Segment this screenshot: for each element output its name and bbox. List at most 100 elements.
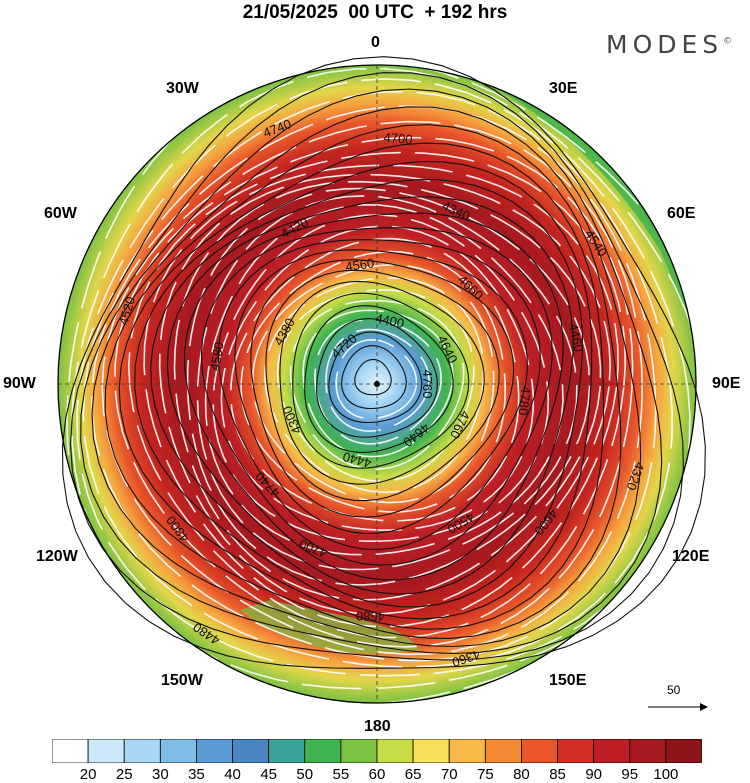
south-green-patch [240, 600, 420, 654]
colorbar-tick-label: 25 [115, 766, 133, 783]
contour-label: 4780 [515, 386, 533, 417]
height-contour [104, 124, 622, 639]
colorbar-swatch [665, 739, 702, 763]
colorbar-tick-label: 60 [368, 766, 386, 783]
lon-label-150w: 150W [161, 672, 203, 689]
height-contour [279, 280, 485, 485]
height-contour [91, 106, 642, 648]
colorbar-swatch [629, 739, 667, 763]
height-contour [200, 227, 553, 566]
colorbar-tick-label: 50 [296, 766, 314, 783]
lon-label-30w: 30W [166, 80, 199, 97]
colorbar-tick-label: 55 [332, 766, 350, 783]
lon-label-60w: 60W [44, 205, 77, 222]
colorbar-tick-labels: 20 25 30 35 40 45 50 55 60 65 70 75 80 85 90 95 100 [0, 766, 750, 783]
wind-streamline [302, 309, 454, 458]
height-contour [166, 196, 574, 595]
lon-label-180: 180 [364, 718, 391, 735]
height-contours [61, 56, 706, 669]
brand-name: MODES [606, 30, 724, 59]
wind-streamline [196, 195, 578, 571]
wind-streamline [276, 289, 475, 482]
lon-label-0: 0 [371, 34, 380, 51]
wind-streamline [289, 299, 465, 471]
height-contour [118, 142, 605, 630]
colorbar-swatch [448, 739, 486, 763]
wind-streamline [76, 78, 691, 677]
colorbar-swatch [376, 739, 414, 763]
colorbar-tick-label: 100 [653, 766, 679, 783]
colorbar-swatch [593, 739, 631, 763]
colorbar-swatch [159, 739, 197, 763]
colorbar-tick-label: 20 [79, 766, 97, 783]
wind-streamline [229, 237, 520, 522]
lon-label-150e: 150E [549, 672, 587, 689]
wind-streamline [335, 338, 418, 420]
contour-label: 4460 [566, 322, 587, 354]
colorbar-swatch [304, 739, 342, 763]
colorbar-tick-label: 90 [585, 766, 602, 783]
height-contour [328, 331, 423, 424]
contour-label: 4560 [344, 255, 375, 274]
reference-vector-label: 50 [667, 683, 681, 697]
height-contour [250, 259, 515, 518]
map-title: 21/05/2025 00 UTC + 192 hrs [242, 2, 508, 23]
height-contour [265, 269, 500, 502]
wind-streamline [264, 276, 485, 494]
height-contour [134, 161, 593, 620]
height-contour [304, 305, 454, 453]
colorbar-swatch [232, 739, 270, 763]
colorbar-tick-label: 65 [404, 766, 422, 783]
height-contour [292, 292, 470, 469]
colorbar-tick-label: 70 [440, 766, 458, 783]
colorbar-swatch [412, 739, 450, 763]
height-contour [316, 318, 438, 438]
colorbar-swatch [521, 739, 558, 763]
colorbar-swatch [87, 739, 125, 763]
height-contour [184, 212, 564, 581]
colorbar-tick-label: 45 [260, 766, 277, 783]
wind-streamline [114, 136, 634, 648]
wind-streamline [101, 120, 644, 656]
colorbar-swatch [123, 739, 161, 763]
colorbar [52, 739, 702, 763]
wind-streamline [325, 328, 430, 432]
height-contour [234, 249, 528, 534]
lon-label-60e: 60E [667, 205, 696, 222]
colorbar-tick-label: 95 [621, 766, 639, 783]
height-contour [69, 72, 684, 661]
colorbar-swatch [484, 739, 522, 763]
map-boundary [57, 64, 697, 704]
wind-streamline [158, 173, 612, 615]
lon-label-120w: 120W [36, 548, 78, 565]
height-contour [150, 179, 583, 608]
colorbar-swatch [52, 739, 89, 763]
height-contour [341, 345, 407, 410]
wind-streamline [127, 151, 627, 639]
contour-label: 4580 [207, 341, 227, 372]
brand-logo: MODES© [606, 30, 732, 59]
wind-streamline [66, 59, 725, 706]
lon-label-120e: 120E [672, 548, 710, 565]
lon-label-30e: 30E [549, 80, 578, 97]
height-contour [80, 88, 663, 655]
colorbar-tick-label: 35 [188, 766, 205, 783]
contour-label: 4680 [356, 608, 385, 624]
wind-streamline [71, 67, 709, 690]
colorbar-tick-label: 30 [151, 766, 169, 783]
wind-streamline [240, 250, 507, 513]
contour-label: 4400 [374, 311, 405, 331]
brand-mark: © [723, 36, 733, 47]
colorbar-swatch [340, 739, 378, 763]
colorbar-swatch [557, 739, 595, 763]
contour-label: 4700 [383, 130, 413, 147]
wind-streamline [143, 164, 619, 628]
wind-streamline [314, 318, 442, 445]
height-contour [61, 56, 706, 669]
colorbar-tick-label: 40 [224, 766, 241, 783]
colorbar-tick-label: 80 [513, 766, 530, 783]
reference-vector-arrow [648, 703, 708, 711]
height-contour [354, 358, 392, 396]
lon-label-90e: 90E [712, 375, 741, 392]
